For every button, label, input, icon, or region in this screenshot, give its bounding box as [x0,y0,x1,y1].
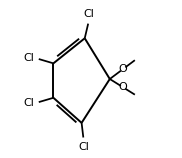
Text: O: O [118,64,127,74]
Text: O: O [118,82,127,92]
Text: Cl: Cl [78,142,89,152]
Text: Cl: Cl [84,9,95,19]
Text: Cl: Cl [23,98,34,108]
Text: Cl: Cl [23,53,34,63]
